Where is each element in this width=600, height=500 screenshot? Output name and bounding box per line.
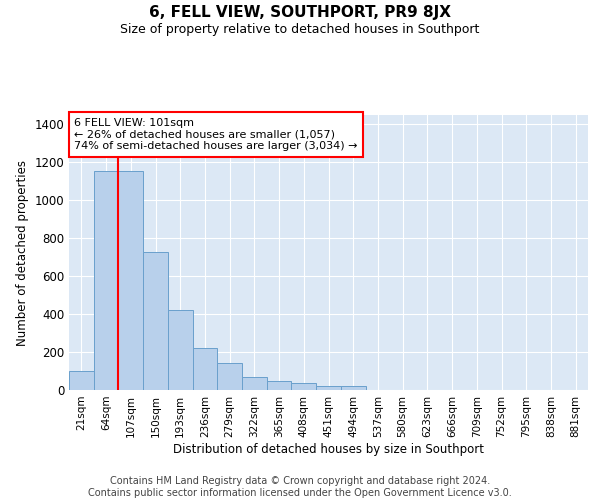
Bar: [94, 171, 118, 390]
Bar: [341, 386, 365, 390]
Bar: [69, 371, 94, 390]
Text: Contains HM Land Registry data © Crown copyright and database right 2024.
Contai: Contains HM Land Registry data © Crown c…: [88, 476, 512, 498]
Bar: [217, 362, 242, 390]
Text: 6, FELL VIEW, SOUTHPORT, PR9 8JX: 6, FELL VIEW, SOUTHPORT, PR9 8JX: [149, 5, 451, 20]
Bar: [118, 171, 143, 390]
Bar: [168, 310, 193, 390]
Bar: [193, 348, 217, 390]
Bar: [242, 376, 267, 390]
X-axis label: Distribution of detached houses by size in Southport: Distribution of detached houses by size …: [173, 442, 484, 456]
Text: 6 FELL VIEW: 101sqm
← 26% of detached houses are smaller (1,057)
74% of semi-det: 6 FELL VIEW: 101sqm ← 26% of detached ho…: [74, 118, 358, 151]
Y-axis label: Number of detached properties: Number of detached properties: [16, 160, 29, 346]
Text: Size of property relative to detached houses in Southport: Size of property relative to detached ho…: [121, 22, 479, 36]
Bar: [267, 380, 292, 390]
Bar: [292, 384, 316, 390]
Bar: [143, 252, 168, 390]
Bar: [316, 386, 341, 390]
